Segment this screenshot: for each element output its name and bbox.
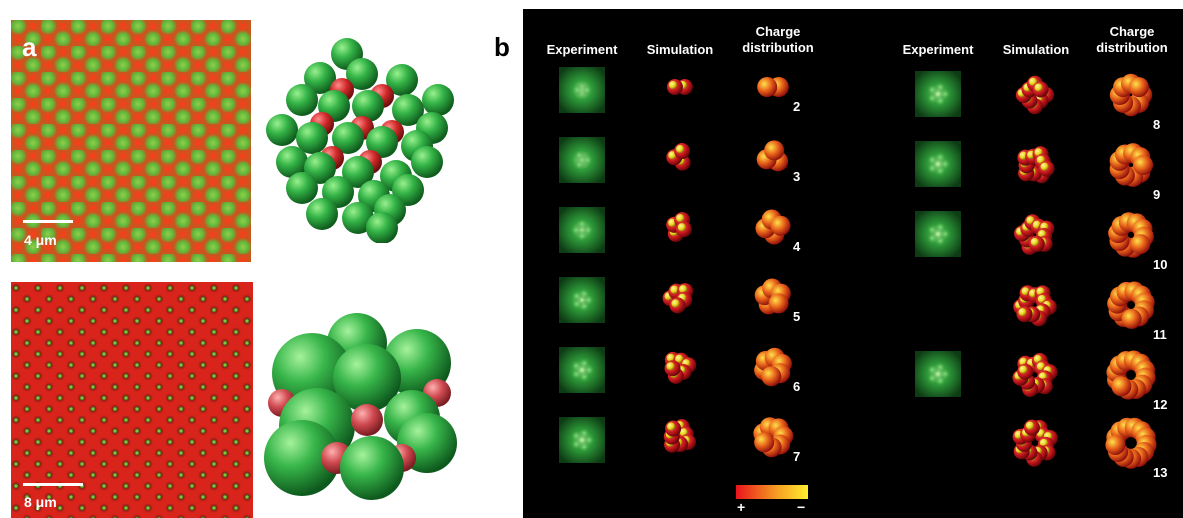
- particle-count-left-3: 5: [793, 309, 801, 324]
- experiment-image-left-4: [559, 347, 605, 393]
- panel-a-label: a: [22, 32, 37, 62]
- charge-cluster-left-5: [753, 417, 794, 458]
- simulation-cluster-left-5: [663, 419, 696, 453]
- simulation-cluster-right-2: [1014, 214, 1055, 255]
- scale-label-top: 4 μm: [24, 232, 57, 248]
- experiment-image-left-2: [559, 207, 605, 253]
- experiment-image-left-5: [559, 417, 605, 463]
- scale-bar-top: [23, 220, 73, 223]
- charge-cluster-left-4: [754, 347, 792, 387]
- header-charge-left: Charge distribution: [742, 24, 814, 55]
- particle-count-right-4: 12: [1153, 397, 1168, 412]
- crystal-model-top: [266, 38, 454, 243]
- simulation-cluster-left-4: [664, 351, 697, 384]
- header-experiment-right: Experiment: [902, 42, 974, 57]
- experiment-image-right-2: [915, 211, 961, 257]
- simulation-cluster-left-3: [662, 283, 694, 314]
- charge-cluster-left-2: [755, 209, 791, 245]
- experiment-image-right-4: [915, 351, 961, 397]
- particle-count-left-5: 7: [793, 449, 801, 464]
- panel-b: Experiment Simulation Charge distributio…: [523, 9, 1183, 518]
- header-experiment-left: Experiment: [546, 42, 618, 57]
- particle-count-left-1: 3: [793, 169, 801, 184]
- particle-count-left-2: 4: [793, 239, 801, 254]
- crystal-model-bottom: [264, 313, 457, 500]
- particle-count-right-0: 8: [1153, 117, 1161, 132]
- panel-b-label: b: [494, 32, 510, 62]
- charge-cluster-right-2: [1108, 212, 1154, 258]
- simulation-cluster-left-0: [666, 79, 693, 95]
- simulation-cluster-left-2: [666, 212, 692, 242]
- scale-bar-bottom: [23, 483, 83, 486]
- experiment-image-right-0: [915, 71, 961, 117]
- charge-cluster-right-4: [1106, 350, 1156, 400]
- micrograph-bottom: 8 μm: [11, 282, 253, 518]
- simulation-cluster-right-4: [1012, 353, 1058, 397]
- header-simulation-right: Simulation: [1002, 42, 1070, 57]
- particle-count-right-3: 11: [1153, 327, 1167, 342]
- micrograph-top: 4 μm: [11, 20, 251, 262]
- scale-label-bottom: 8 μm: [24, 494, 57, 510]
- experiment-image-left-1: [559, 137, 605, 183]
- simulation-cluster-left-1: [666, 143, 691, 171]
- simulation-cluster-right-5: [1012, 419, 1058, 467]
- charge-cluster-right-3: [1107, 281, 1155, 329]
- simulation-cluster-right-1: [1017, 146, 1055, 184]
- experiment-image-left-0: [559, 67, 605, 113]
- particle-count-right-2: 10: [1153, 257, 1168, 272]
- simulation-cluster-right-0: [1015, 75, 1055, 115]
- colorbar-plus-label: +: [737, 499, 746, 515]
- header-charge-right: Charge distribution: [1096, 24, 1168, 55]
- particle-count-left-0: 2: [793, 99, 801, 114]
- charge-colorbar: [736, 485, 808, 499]
- charge-cluster-left-3: [754, 278, 791, 315]
- charge-cluster-right-0: [1109, 73, 1153, 117]
- charge-cluster-right-1: [1109, 143, 1154, 187]
- experiment-image-right-1: [915, 141, 961, 187]
- particle-count-right-1: 9: [1153, 187, 1161, 202]
- micrograph-bottom-pattern: [11, 282, 253, 518]
- particle-count-right-5: 13: [1153, 465, 1168, 480]
- header-simulation-left: Simulation: [646, 42, 714, 57]
- colorbar-minus-label: −: [797, 499, 806, 515]
- charge-cluster-right-5: [1105, 417, 1157, 469]
- simulation-cluster-right-3: [1013, 285, 1057, 327]
- experiment-image-left-3: [559, 277, 605, 323]
- charge-cluster-left-0: [757, 77, 789, 97]
- particle-count-left-4: 6: [793, 379, 801, 394]
- charge-cluster-left-1: [756, 140, 789, 172]
- micrograph-top-pattern: [11, 20, 251, 262]
